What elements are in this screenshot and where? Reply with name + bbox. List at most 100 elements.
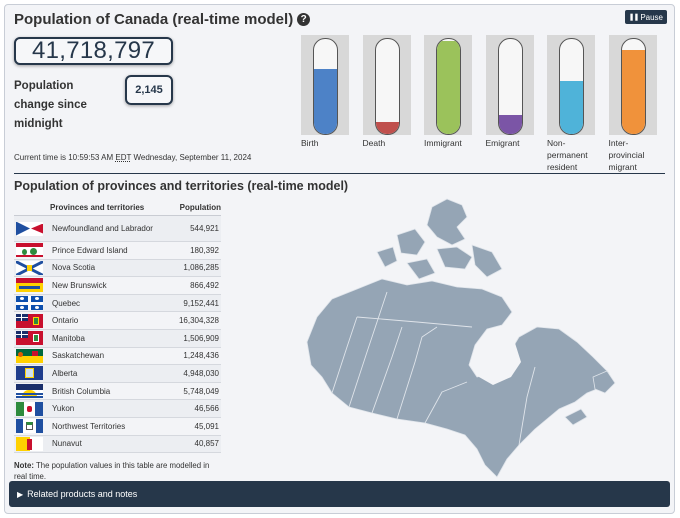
- quebec-flag: [16, 296, 43, 311]
- related-products-toggle[interactable]: ▶ Related products and notes: [9, 481, 670, 507]
- total-population-counter: 41,718,797: [14, 37, 173, 65]
- tube-label: Immigrant: [424, 138, 462, 148]
- map-region-arctic-islands[interactable]: [426, 198, 468, 246]
- tube-fill: [437, 40, 460, 134]
- pause-label: Pause: [640, 12, 663, 22]
- provinces-table: Provinces and territories Population New…: [14, 199, 221, 454]
- province-name: Northwest Territories: [52, 421, 126, 431]
- tube-glass: [559, 38, 584, 135]
- province-population: 1,248,436: [183, 351, 219, 361]
- tube-glass: [620, 38, 646, 135]
- new-brunswick-flag: [16, 278, 43, 293]
- tube-fill: [498, 115, 522, 134]
- map-region-arctic-islands[interactable]: [396, 228, 426, 256]
- tube-0: Birth: [301, 35, 349, 149]
- province-population: 40,857: [194, 439, 219, 449]
- tube-2: Immigrant: [424, 35, 472, 149]
- related-products-label: Related products and notes: [27, 489, 138, 499]
- tube-fill: [560, 80, 583, 134]
- province-population: 1,506,909: [183, 333, 219, 343]
- map-region-newfoundland[interactable]: [592, 370, 616, 394]
- manitoba-flag: [16, 331, 43, 346]
- table-row: Quebec 9,152,441: [14, 294, 221, 313]
- tube-glass: [497, 38, 523, 135]
- timezone-abbr[interactable]: EDT: [115, 153, 132, 162]
- table-row: Alberta 4,948,030: [14, 365, 221, 383]
- table-row: Newfoundland and Labrador 544,921: [14, 216, 221, 242]
- tube-glass: [374, 38, 400, 135]
- province-population: 46,566: [194, 404, 219, 414]
- tube-glass: [313, 38, 338, 135]
- province-name: Ontario: [52, 316, 79, 326]
- newfoundland-flag: [16, 221, 43, 236]
- map-region-arctic-islands[interactable]: [406, 258, 436, 280]
- table-row: Northwest Territories 45,091: [14, 418, 221, 436]
- map-region-arctic-islands[interactable]: [471, 244, 503, 278]
- province-name: Nova Scotia: [52, 263, 96, 273]
- current-time: Current time is 10:59:53 AM EDT Wednesda…: [14, 153, 252, 162]
- tube-label: Inter-provincial migrant: [608, 138, 645, 172]
- population-clock-panel: Population of Canada (real-time model) ?…: [4, 4, 675, 514]
- pause-button[interactable]: ❚❚ Pause: [624, 10, 667, 24]
- province-population: 16,304,328: [178, 316, 219, 326]
- province-name: Manitoba: [52, 333, 85, 343]
- tube-glass: [436, 38, 461, 135]
- pei-flag: [16, 243, 43, 258]
- help-icon[interactable]: ?: [297, 13, 311, 26]
- province-name: Nunavut: [52, 439, 82, 449]
- table-row: Manitoba 1,506,909: [14, 329, 221, 348]
- tube-background: [301, 35, 349, 135]
- table-row: Nunavut 40,857: [14, 435, 221, 454]
- tube-background: [424, 35, 472, 135]
- nova-scotia-flag: [16, 260, 43, 275]
- saskatchewan-flag: [16, 348, 43, 363]
- table-row: Ontario 16,304,328: [14, 312, 221, 330]
- table-row: British Columbia 5,748,049: [14, 383, 221, 401]
- province-name: British Columbia: [52, 386, 111, 396]
- canada-map: [306, 198, 616, 478]
- province-population: 45,091: [194, 421, 219, 431]
- province-name: Yukon: [52, 404, 75, 414]
- province-name: Quebec: [52, 298, 81, 308]
- province-name: Newfoundland and Labrador: [52, 224, 153, 233]
- tube-background: [608, 35, 657, 135]
- province-name: Saskatchewan: [52, 351, 105, 361]
- province-population: 1,086,285: [183, 263, 219, 273]
- yukon-flag: [16, 401, 43, 416]
- map-region-mainland[interactable]: [306, 278, 610, 478]
- province-population: 544,921: [190, 224, 219, 233]
- province-population: 5,748,049: [183, 386, 219, 396]
- map-region-arctic-islands[interactable]: [376, 246, 398, 268]
- ontario-flag: [16, 313, 43, 328]
- province-population: 4,948,030: [183, 368, 219, 378]
- table-row: New Brunswick 866,492: [14, 277, 221, 295]
- table-note: Note: The population values in this tabl…: [14, 461, 210, 481]
- tube-fill: [375, 121, 399, 134]
- tube-fill: [314, 69, 337, 134]
- province-population: 866,492: [190, 280, 219, 290]
- tube-label: Birth: [301, 138, 319, 148]
- pause-icon: ❚❚: [628, 14, 640, 21]
- section-divider: [14, 173, 665, 174]
- tube-background: [362, 35, 411, 135]
- tube-label: Non-permanent resident: [547, 138, 588, 172]
- expand-triangle-icon: ▶: [17, 489, 24, 499]
- tube-4: Non-permanent resident: [547, 35, 595, 173]
- province-population: 180,392: [190, 245, 219, 255]
- northwest-territories-flag: [16, 419, 43, 434]
- province-name: Alberta: [52, 368, 78, 378]
- tube-3: Emigrant: [485, 35, 534, 149]
- population-change-counter: 2,145: [125, 75, 173, 105]
- tube-label: Emigrant: [485, 138, 520, 148]
- table-row: Nova Scotia 1,086,285: [14, 259, 221, 278]
- map-region-nova-scotia[interactable]: [564, 408, 588, 426]
- hudson-bay: [473, 337, 521, 385]
- page-title-text: Population of Canada (real-time model): [14, 11, 294, 28]
- population-change-label: Population change since midnight: [14, 80, 87, 130]
- tube-label: Death: [362, 138, 386, 148]
- tube-background: [485, 35, 534, 135]
- alberta-flag: [16, 366, 43, 381]
- province-name: New Brunswick: [52, 280, 107, 290]
- map-region-arctic-islands[interactable]: [436, 246, 473, 270]
- tube-fill: [621, 50, 645, 134]
